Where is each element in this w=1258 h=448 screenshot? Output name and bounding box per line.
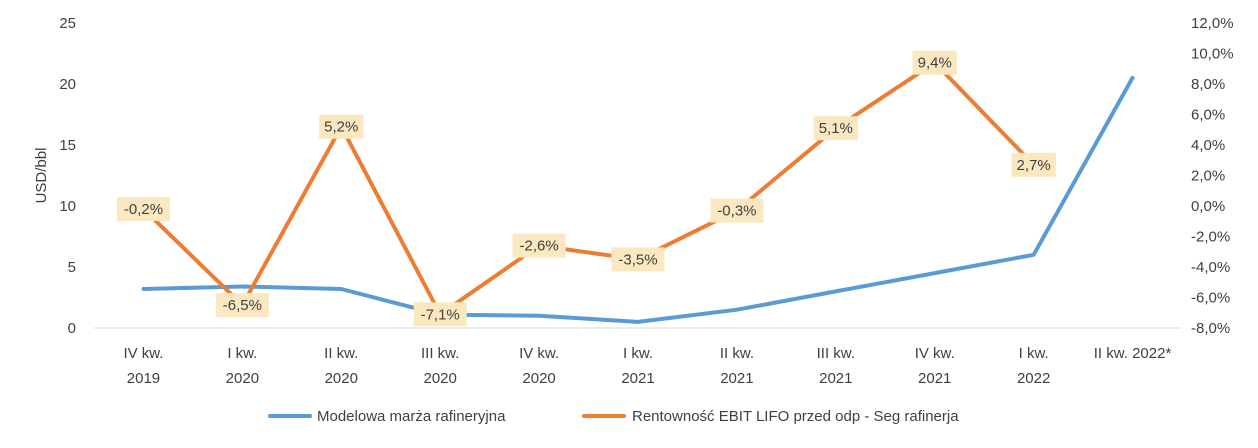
x-tick-label: II kw. 2020	[324, 345, 358, 387]
y-right-tick-label: 6,0%	[1191, 107, 1225, 124]
y-left-tick-label: 15	[59, 137, 76, 154]
data-label-box	[512, 233, 566, 258]
y-right-tick-label: -4,0%	[1191, 259, 1230, 276]
y-right-tick-label: 2,0%	[1191, 168, 1225, 185]
x-tick-label: IV kw. 2019	[123, 345, 163, 387]
x-tick-label: I kw. 2022	[1017, 345, 1050, 387]
x-tick-label: I kw. 2021	[621, 345, 654, 387]
series-line-2	[141, 60, 1036, 317]
data-label: 2,7%	[1017, 157, 1051, 174]
data-label: 5,1%	[819, 120, 853, 137]
data-label: -0,3%	[717, 203, 756, 220]
legend-label: Modelowa marża rafineryjna	[317, 408, 506, 425]
data-label-box	[1011, 152, 1056, 177]
x-tick-label: I kw. 2020	[226, 345, 259, 387]
data-label-box	[912, 50, 957, 75]
y-left-tick-label: 20	[59, 76, 76, 93]
y-right-tick-label: -2,0%	[1191, 229, 1230, 246]
y-left-tick-label: 5	[68, 259, 76, 276]
x-tick-label: IV kw. 2021	[915, 345, 955, 387]
data-label: 5,2%	[324, 119, 358, 136]
data-label-box	[611, 247, 665, 272]
data-label-box	[215, 293, 269, 318]
x-tick-label: III kw. 2021	[817, 345, 855, 387]
y-left-tick-label: 10	[59, 198, 76, 215]
x-tick-label: II kw. 2022*	[1094, 345, 1172, 362]
y-right-tick-label: 0,0%	[1191, 198, 1225, 215]
data-label-box	[319, 114, 364, 139]
data-label: -2,6%	[519, 238, 558, 255]
data-label: -3,5%	[618, 251, 657, 268]
x-tick-label: III kw. 2020	[421, 345, 459, 387]
y-left-tick-label: 0	[68, 320, 76, 337]
data-label-box	[413, 302, 467, 327]
data-label-box	[116, 197, 170, 222]
y-right-tick-label: 10,0%	[1191, 46, 1234, 63]
y-left-tick-label: 25	[59, 15, 76, 32]
legend-label: Rentowność EBIT LIFO przed odp - Seg raf…	[632, 408, 959, 425]
y-right-tick-label: 12,0%	[1191, 15, 1234, 32]
data-label: -0,2%	[124, 201, 163, 218]
y-right-tick-label: 4,0%	[1191, 137, 1225, 154]
y-right-tick-label: -6,0%	[1191, 290, 1230, 307]
data-label: -6,5%	[223, 297, 262, 314]
y-right-tick-label: 8,0%	[1191, 76, 1225, 93]
y-axis-title: USD/bbl	[33, 148, 50, 204]
data-label-box	[813, 116, 859, 141]
data-label: -7,1%	[421, 306, 460, 323]
x-tick-label: II kw. 2021	[720, 345, 754, 387]
data-label: 9,4%	[918, 55, 952, 72]
y-right-tick-label: -8,0%	[1191, 320, 1230, 337]
x-tick-label: IV kw. 2020	[519, 345, 559, 387]
data-label-box	[710, 198, 764, 223]
series-line-1	[141, 75, 1135, 324]
